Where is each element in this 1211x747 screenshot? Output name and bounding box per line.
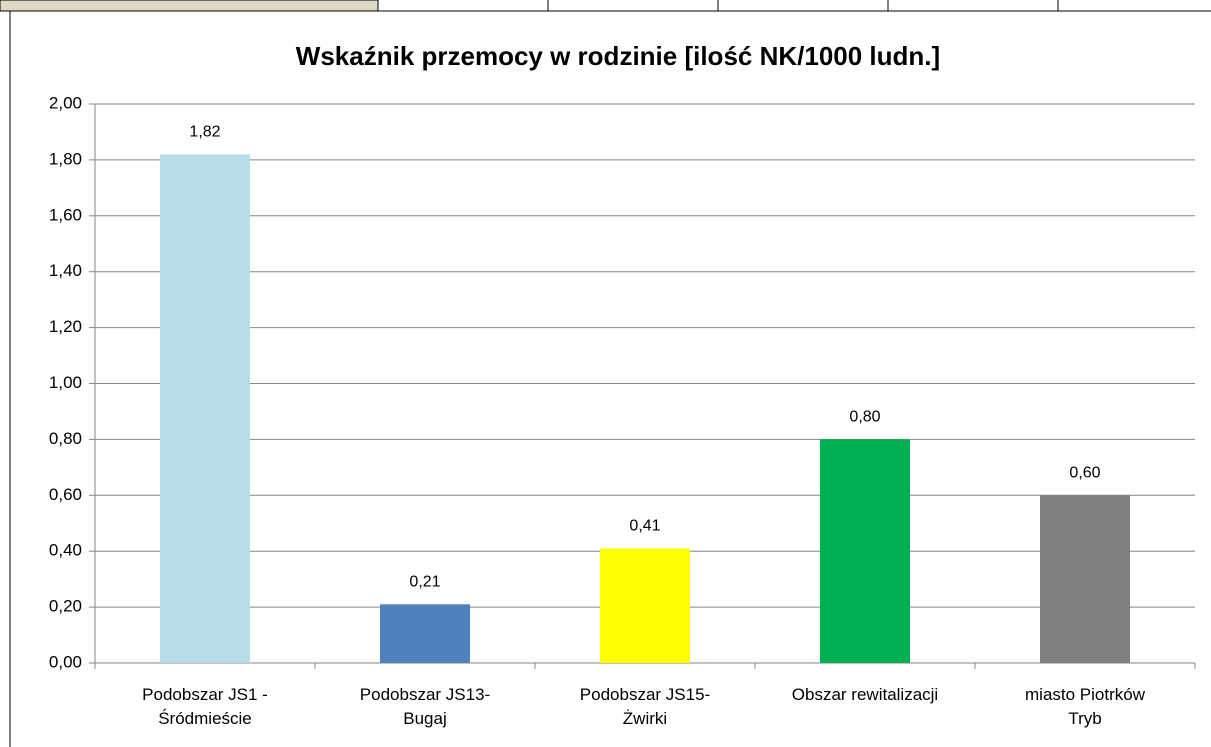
y-tick-label: 0,40 xyxy=(49,541,82,560)
data-label: 0,41 xyxy=(629,518,660,535)
bar xyxy=(1040,495,1130,663)
data-label: 1,82 xyxy=(189,124,220,141)
bar xyxy=(160,154,250,663)
y-tick-label: 0,00 xyxy=(49,652,82,671)
y-tick-label: 2,00 xyxy=(49,93,82,112)
x-tick-label: Obszar rewitalizacji xyxy=(791,685,939,704)
y-tick-label: 0,20 xyxy=(49,597,82,616)
y-tick-label: 1,20 xyxy=(49,317,82,336)
x-tick-label: Podobszar JS15- Żwirki xyxy=(579,685,711,728)
bar xyxy=(600,548,690,663)
data-label: 0,21 xyxy=(409,574,440,591)
bar xyxy=(380,604,470,663)
chart-title: Wskaźnik przemocy w rodzinie [ilość NK/1… xyxy=(296,41,940,71)
y-tick-label: 1,80 xyxy=(49,149,82,168)
y-tick-label: 0,60 xyxy=(49,485,82,504)
x-tick-label: miasto Piotrków Tryb xyxy=(1025,685,1145,728)
bar xyxy=(820,439,910,663)
data-label: 0,60 xyxy=(1069,465,1100,482)
x-tick-label: Podobszar JS1 - Śródmieście xyxy=(142,685,268,728)
header-cell xyxy=(0,0,379,12)
data-label: 0,80 xyxy=(849,409,880,426)
y-tick-label: 1,60 xyxy=(49,205,82,224)
x-tick-label: Podobszar JS13- Bugaj xyxy=(359,685,491,728)
y-tick-label: 0,80 xyxy=(49,429,82,448)
y-tick-label: 1,00 xyxy=(49,373,82,392)
y-tick-label: 1,40 xyxy=(49,261,82,280)
